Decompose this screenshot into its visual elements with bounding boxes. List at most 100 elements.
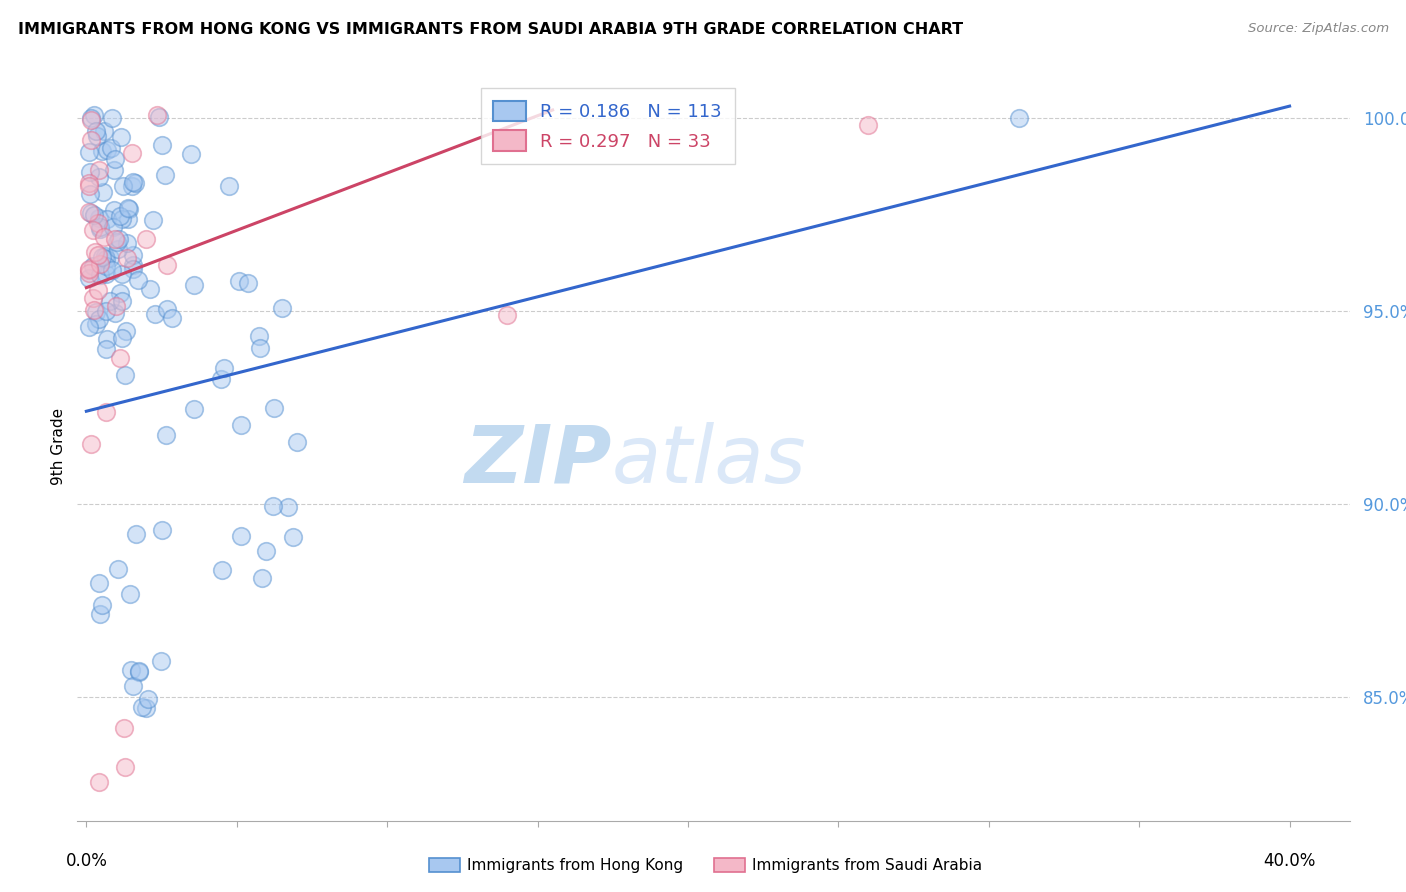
Point (108, 232, 131, 246)
Point (98, 293, 121, 308)
Point (121, 146, 143, 161)
Point (212, 360, 235, 375)
Point (89, 219, 111, 234)
Text: Immigrants from Saudi Arabia: Immigrants from Saudi Arabia (752, 858, 983, 872)
Point (93, 249, 115, 263)
Point (105, 235, 128, 249)
Point (83, 244, 105, 259)
Point (89, 257, 111, 271)
Point (118, 587, 141, 601)
Point (127, 272, 149, 286)
Point (118, 202, 141, 217)
Point (96, 259, 118, 273)
Point (138, 282, 160, 296)
Point (94, 342, 117, 356)
Point (135, 700, 157, 714)
Point (89, 221, 111, 235)
Point (252, 571, 274, 585)
Point (183, 402, 205, 417)
Point (105, 299, 128, 313)
Point (262, 499, 284, 513)
Point (84, 318, 107, 332)
Point (179, 147, 201, 161)
Point (228, 273, 250, 287)
Point (94, 304, 117, 318)
Point (183, 277, 205, 292)
Point (94, 404, 117, 418)
Point (111, 294, 134, 309)
Point (110, 285, 132, 300)
Point (87, 211, 110, 226)
Point (79, 186, 101, 201)
Point (86, 124, 108, 138)
Point (131, 699, 153, 714)
Point (101, 111, 124, 125)
Point (84, 305, 107, 319)
Point (86, 129, 108, 144)
Point (79, 165, 101, 179)
Point (146, 108, 169, 122)
Point (87, 283, 110, 297)
Point (281, 529, 304, 543)
Point (115, 236, 138, 251)
Point (96, 268, 118, 282)
Point (155, 427, 177, 442)
Point (143, 307, 166, 321)
Point (101, 219, 124, 234)
Point (79, 270, 101, 285)
Point (87, 162, 110, 177)
Point (98, 251, 121, 265)
Point (91, 598, 114, 612)
Point (103, 202, 125, 217)
Point (89, 607, 111, 621)
Point (90, 144, 112, 158)
Point (82, 223, 104, 237)
Point (162, 310, 184, 325)
Point (111, 267, 134, 281)
Point (100, 262, 122, 277)
Legend: R = 0.186   N = 113, R = 0.297   N = 33: R = 0.186 N = 113, R = 0.297 N = 33 (481, 88, 735, 164)
Point (1008, 111, 1031, 125)
Point (136, 692, 159, 706)
Point (89, 268, 111, 282)
Point (110, 130, 132, 145)
Point (90, 250, 112, 264)
Point (79, 205, 101, 219)
Point (79, 320, 101, 334)
Point (156, 302, 179, 317)
Point (236, 277, 259, 291)
Text: Source: ZipAtlas.com: Source: ZipAtlas.com (1249, 22, 1389, 36)
Y-axis label: 9th Grade: 9th Grade (51, 408, 66, 484)
Text: atlas: atlas (612, 422, 807, 500)
Point (79, 145, 101, 159)
Point (83, 208, 105, 222)
Point (96, 252, 118, 266)
Point (80, 111, 103, 125)
Point (271, 301, 294, 315)
Point (82, 291, 104, 305)
Point (114, 760, 136, 774)
Point (121, 176, 143, 190)
Point (124, 177, 146, 191)
Point (111, 179, 134, 194)
Point (150, 654, 173, 668)
Point (115, 252, 138, 266)
Point (121, 261, 143, 276)
Point (79, 266, 101, 280)
Point (87, 775, 110, 789)
Text: ZIP: ZIP (464, 422, 612, 500)
Point (79, 178, 101, 193)
Point (128, 664, 150, 678)
Text: 40.0%: 40.0% (1264, 852, 1316, 870)
Point (117, 201, 139, 215)
Point (86, 217, 108, 231)
Point (96, 143, 118, 157)
Point (115, 324, 138, 338)
Point (122, 248, 145, 262)
Point (231, 529, 253, 543)
Point (249, 341, 271, 355)
Point (96, 212, 118, 227)
Point (277, 500, 299, 515)
Point (79, 261, 101, 276)
Point (111, 212, 134, 227)
